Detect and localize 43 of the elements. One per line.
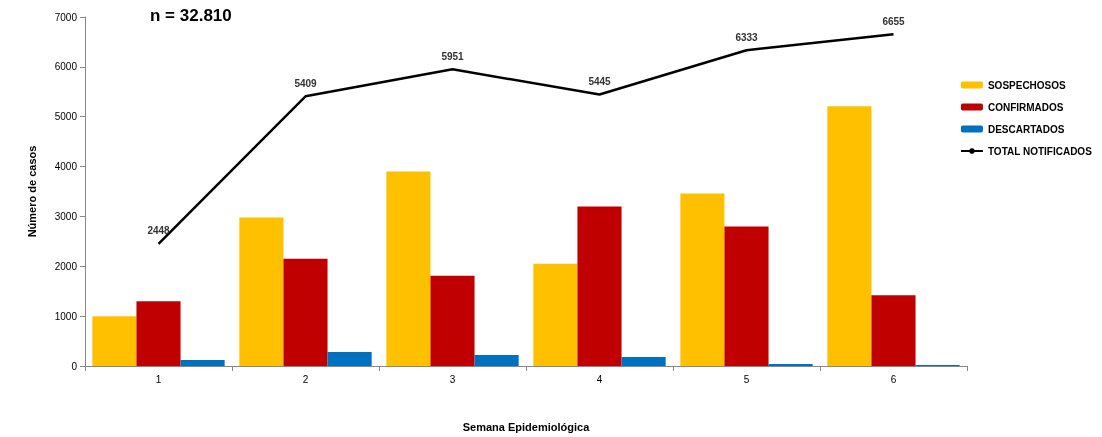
x-tick-label: 4 [596,373,603,385]
x-tick-label: 5 [743,373,750,385]
bar [430,275,475,366]
y-axis-title: Número de casos [25,145,38,238]
y-tick-label: 3000 [54,210,78,222]
bar [621,357,666,366]
data-label: 2448 [147,225,171,237]
bar [577,206,622,366]
y-tick-label: 1000 [54,310,78,322]
x-tick-label: 2 [302,373,309,385]
bar [680,193,725,366]
bar [474,355,519,366]
legend-label: SOSPECHOSOS [987,79,1067,91]
bar [871,295,916,366]
y-tick-label: 0 [71,360,78,372]
bar [724,226,769,366]
y-tick-label: 7000 [54,11,78,23]
y-tick-label: 6000 [54,61,78,73]
bar [180,360,225,366]
legend-label: DESCARTADOS [987,123,1065,135]
x-tick-label: 6 [890,373,897,385]
y-tick-label: 5000 [54,111,78,123]
chart-title: n = 32.810 [150,6,232,25]
data-label: 5445 [588,76,612,88]
data-label: 5409 [294,77,318,89]
bar [92,316,137,366]
bar [533,263,578,366]
bar [327,352,372,366]
y-tick-label: 2000 [54,260,78,272]
bar [386,171,431,366]
x-tick-label: 3 [449,373,456,385]
bar [239,217,284,366]
bar [827,106,872,366]
bar [136,301,181,366]
data-label: 5951 [441,50,465,62]
y-tick-label: 4000 [54,161,78,173]
x-tick-label: 1 [155,373,162,385]
data-label: 6333 [735,31,759,43]
bar [283,258,328,366]
data-label: 6655 [882,15,906,27]
legend-label: TOTAL NOTIFICADOS [987,145,1093,157]
legend-label: CONFIRMADOS [987,101,1064,113]
x-axis-title: Semana Epidemiológica [462,420,591,433]
